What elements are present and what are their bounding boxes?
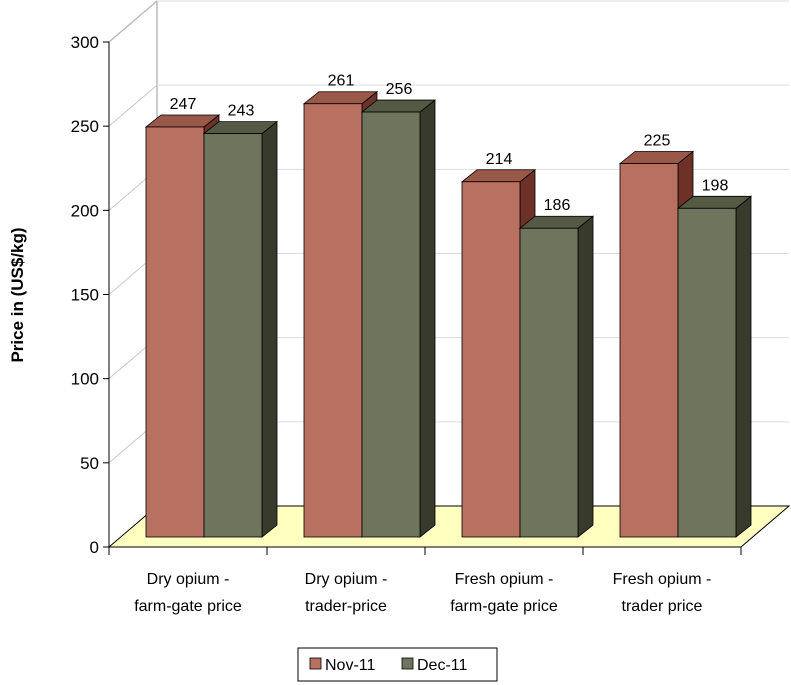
bar-value-label: 243 [228,103,255,120]
bar [677,207,737,538]
bar-value-label: 186 [544,197,571,214]
bar [519,227,579,538]
legend-swatch [309,657,322,670]
bars [144,90,753,538]
legend: Nov-11 Dec-11 [297,647,498,682]
bar [361,111,421,538]
gridline-side [108,0,158,43]
y-axis-title: Price in (US$/kg) [8,227,27,362]
bar [303,103,363,538]
x-tick-label: Fresh opium - [613,571,712,588]
y-tick-label: 100 [71,370,99,389]
bar [203,133,263,538]
legend-label: Nov-11 [325,657,375,674]
y-tick-label: 150 [71,286,99,305]
y-tick-label: 50 [80,454,99,473]
legend-swatch [401,657,414,670]
category-labels: Dry opium - farm-gate price Dry opium - tra… [134,571,711,615]
bar-value-label: 247 [170,96,197,113]
bar-side [419,99,436,538]
chart-floor [107,505,791,548]
x-tick-label: Dry opium - [147,571,230,588]
legend-label: Dec-11 [417,657,467,674]
y-tick-label: 0 [90,538,99,557]
bar [461,181,521,538]
floor [107,505,791,548]
value-labels: 247 243 261 256 214 186 225 198 [170,73,729,215]
y-axis: 0 50 100 150 200 250 300 [71,33,742,557]
bar [145,126,205,538]
bar-side [577,215,594,538]
bar-value-label: 256 [386,81,413,98]
x-tick-label: trader-price [305,598,387,615]
bar-side [735,195,752,538]
bar-side [261,120,278,538]
bar-value-label: 225 [644,133,671,150]
x-tick-label: farm-gate price [134,598,242,615]
x-tick-label: Fresh opium - [455,571,554,588]
x-tick-label: Dry opium - [305,571,388,588]
bar-value-label: 198 [702,177,729,194]
gridline-side [108,84,158,127]
bar-value-label: 214 [486,151,513,168]
x-tick-label: trader price [622,598,703,615]
bar [619,163,679,538]
y-tick-label: 250 [71,117,99,136]
y-tick-label: 300 [71,33,99,52]
x-tick-label: farm-gate price [450,598,558,615]
y-tick-label: 200 [71,201,99,220]
legend-box [297,647,498,682]
bar-value-label: 261 [328,73,355,90]
